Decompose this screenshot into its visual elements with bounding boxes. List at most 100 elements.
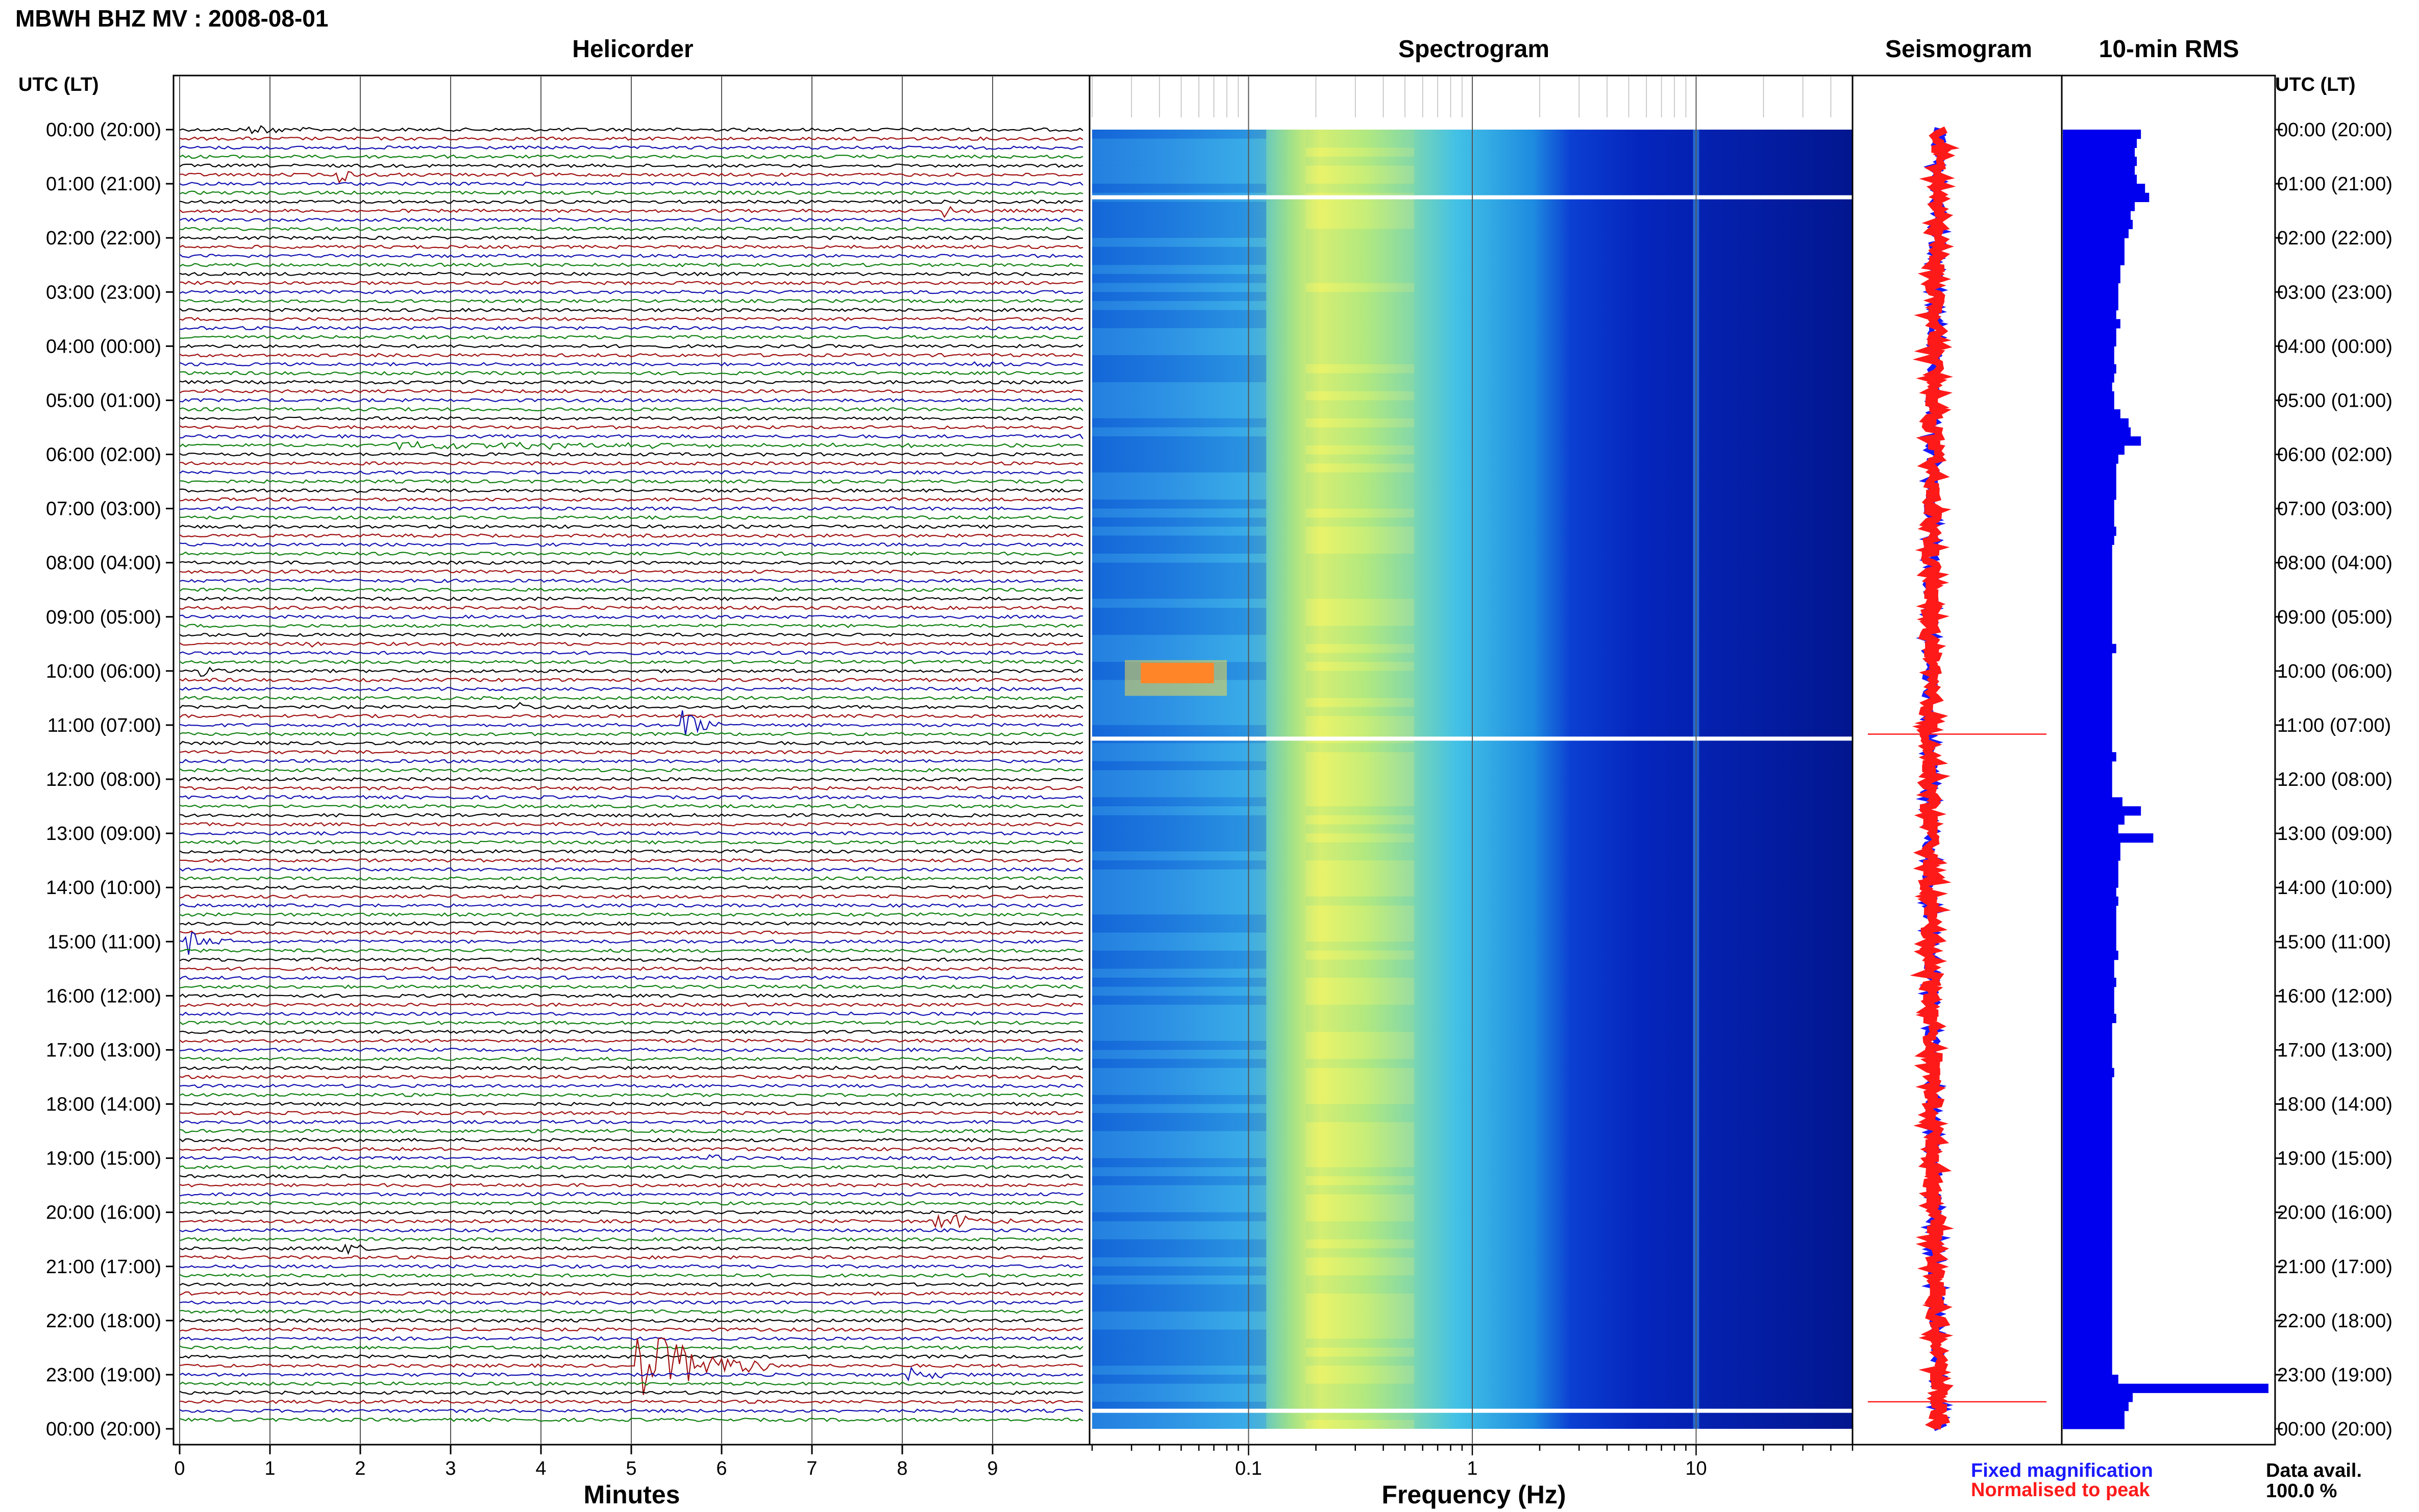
time-label-right: 07:00 (03:00) xyxy=(2277,499,2392,520)
rms-bar xyxy=(2063,1167,2112,1177)
spectrogram-peak-cell xyxy=(1305,490,1415,500)
spectrogram-peak-cell xyxy=(1305,1122,1415,1131)
spectrogram-lowfreq-cell xyxy=(1092,1320,1267,1330)
spectrogram-lowfreq-cell xyxy=(1092,1040,1267,1050)
helicorder-trace-line xyxy=(179,1183,1083,1187)
spectrogram-lowfreq-cell xyxy=(1092,932,1267,942)
spectrogram-peak-cell xyxy=(1305,481,1415,491)
rms-bar xyxy=(2063,752,2116,762)
helicorder-trace-line xyxy=(179,659,1083,664)
rms-bar xyxy=(2063,1275,2112,1285)
frequency-tick-label: 10 xyxy=(1685,1458,1707,1479)
rms-bar xyxy=(2063,1095,2112,1105)
spectrogram-lowfreq-cell xyxy=(1092,1158,1267,1168)
helicorder-trace-line xyxy=(179,551,1083,556)
spectrogram-lowfreq-cell xyxy=(1092,1302,1267,1312)
spectrogram-peak-cell xyxy=(1305,1320,1415,1330)
helicorder-trace-line xyxy=(179,903,1083,908)
helicorder-trace-line xyxy=(179,1038,1083,1044)
time-label-left: 07:00 (03:00) xyxy=(46,499,161,520)
spectrogram-peak-cell xyxy=(1305,544,1415,554)
rms-bar xyxy=(2063,1077,2112,1086)
spectrogram-lowfreq-cell xyxy=(1092,463,1267,473)
spectrogram-peak-cell xyxy=(1305,219,1415,229)
rms-bar xyxy=(2063,770,2112,780)
spectrogram-event-halo xyxy=(1125,660,1227,696)
rms-title: 10-min RMS xyxy=(2099,36,2239,63)
spectrogram-lowfreq-cell xyxy=(1092,246,1267,256)
seismogram-frame xyxy=(1852,75,2063,1446)
spectrogram-lowfreq-cell xyxy=(1092,914,1267,924)
rms-bar xyxy=(2063,734,2112,743)
rms-bar xyxy=(2063,175,2137,184)
rms-bar xyxy=(2063,355,2114,365)
rms-bar xyxy=(2063,526,2116,536)
helicorder-trace-line xyxy=(179,170,1083,184)
spectrogram-peak-cell xyxy=(1305,689,1415,698)
helicorder-trace-line xyxy=(179,813,1083,818)
time-label-right: 06:00 (02:00) xyxy=(2277,444,2392,466)
spectrogram-lowfreq-cell xyxy=(1092,815,1267,825)
rms-bar xyxy=(2063,589,2112,599)
helicorder-trace-line xyxy=(179,948,1083,953)
spectrogram-peak-cell xyxy=(1305,175,1415,184)
rms-bar xyxy=(2063,445,2125,455)
time-label-left: 15:00 (11:00) xyxy=(47,931,161,953)
spectrogram-lowfreq-cell xyxy=(1092,1257,1267,1267)
spectrogram-lowfreq-cell xyxy=(1092,572,1267,581)
rms-bar xyxy=(2063,1122,2112,1132)
helicorder-trace-line xyxy=(179,1075,1083,1079)
spectrogram-lowfreq-cell xyxy=(1092,1212,1267,1222)
spectrogram-lowfreq-cell xyxy=(1092,364,1267,374)
time-label-right: 16:00 (12:00) xyxy=(2277,985,2392,1007)
rms-bar xyxy=(2063,246,2125,257)
helicorder-trace-line xyxy=(179,1154,1083,1161)
time-label-right: 20:00 (16:00) xyxy=(2277,1202,2392,1224)
helicorder-trace-line xyxy=(179,470,1083,475)
spectrogram-lowfreq-cell xyxy=(1092,1050,1267,1059)
helicorder-trace-line xyxy=(179,786,1083,791)
rms-bar xyxy=(2063,1293,2112,1303)
spectrogram-peak-cell xyxy=(1305,1086,1415,1095)
rms-bar xyxy=(2063,1230,2112,1240)
spectrogram-lowfreq-cell xyxy=(1092,310,1267,319)
rms-bar xyxy=(2063,229,2129,238)
spectrogram-lowfreq-cell xyxy=(1092,986,1267,996)
rms-bar xyxy=(2063,581,2112,590)
spectrogram-peak-cell xyxy=(1305,986,1415,996)
spectrogram-lowfreq-cell xyxy=(1092,698,1267,707)
rms-bar xyxy=(2063,806,2141,816)
time-label-left: 01:00 (21:00) xyxy=(46,173,161,195)
spectrogram-lowfreq-cell xyxy=(1092,382,1267,391)
rms-bar xyxy=(2063,427,2131,437)
rms-bar xyxy=(2063,1320,2112,1330)
helicorder-trace-line xyxy=(179,876,1083,881)
spectrogram-lowfreq-cell xyxy=(1092,211,1267,220)
helicorder-trace-line xyxy=(179,1047,1083,1053)
spectrogram-peak-cell xyxy=(1305,1113,1415,1122)
helicorder-trace-line xyxy=(179,795,1083,800)
minute-tick-label: 7 xyxy=(806,1458,817,1479)
spectrogram-lowfreq-cell xyxy=(1092,581,1267,590)
helicorder-trace-line xyxy=(179,966,1083,971)
helicorder-traces xyxy=(179,125,1083,1422)
time-label-left: 08:00 (04:00) xyxy=(46,553,161,574)
spectrogram-peak-cell xyxy=(1305,869,1415,879)
spectrogram-lowfreq-cell xyxy=(1092,1401,1267,1411)
time-label-left: 00:00 (20:00) xyxy=(46,1419,161,1440)
spectrogram-lowfreq-cell xyxy=(1092,1194,1267,1203)
time-label-left: 10:00 (06:00) xyxy=(46,661,161,682)
seismogram-traces xyxy=(1868,126,2046,1431)
helicorder-title: Helicorder xyxy=(572,36,693,63)
rms-bar xyxy=(2063,643,2116,654)
time-label-right: 10:00 (06:00) xyxy=(2277,661,2392,682)
spectrogram-lowfreq-cell xyxy=(1092,355,1267,364)
spectrogram-peak-cell xyxy=(1305,788,1415,798)
spectrogram-lowfreq-cell xyxy=(1092,1366,1267,1375)
spectrogram-peak-cell xyxy=(1305,1013,1415,1023)
spectrogram-peak-cell xyxy=(1305,770,1415,779)
helicorder-trace-line xyxy=(179,867,1083,872)
spectrogram-lowfreq-cell xyxy=(1092,878,1267,888)
spectrogram-lowfreq-cell xyxy=(1092,1383,1267,1393)
